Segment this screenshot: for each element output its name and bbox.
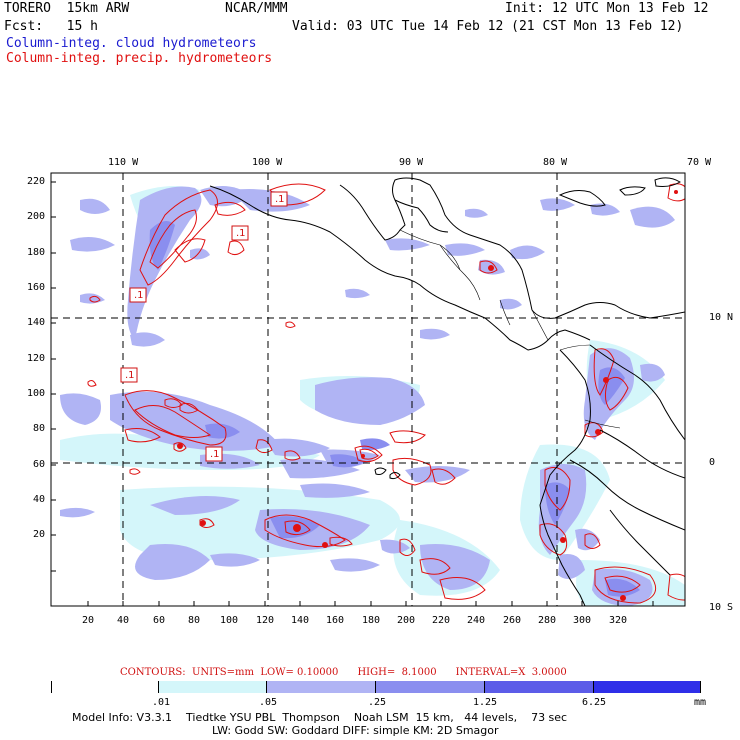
x-index-label: 40 [117, 615, 130, 626]
colorbar-label: 1.25 [473, 697, 498, 708]
y-index-label: 80 [33, 423, 46, 434]
lat-label-0: 0 [709, 457, 716, 468]
colorbar-units: mm [694, 697, 707, 708]
precip-contours [87, 183, 685, 604]
organization: NCAR/MMM [225, 1, 288, 16]
coastlines [209, 177, 685, 606]
colorbar-label: .05 [259, 697, 278, 708]
x-index-label: 280 [538, 615, 557, 626]
model-info-line2: LW: Godd SW: Goddard DIFF: simple KM: 2D… [212, 724, 499, 737]
valid-time: Valid: 03 UTC Tue 14 Feb 12 (21 CST Mon … [292, 19, 684, 34]
map-frame [50, 172, 686, 607]
y-index-label: 200 [27, 211, 46, 222]
x-index-label: 60 [153, 615, 166, 626]
x-index-label: 120 [256, 615, 275, 626]
y-index-label: 40 [33, 494, 46, 505]
colorbar-swatch-5 [594, 681, 700, 693]
colorbar-label: .25 [368, 697, 387, 708]
contour-label: .1 [134, 290, 144, 301]
tick-marks [51, 181, 654, 606]
lon-label-110w: 110 W [108, 157, 139, 168]
colorbar-label: .01 [152, 697, 171, 708]
x-index-label: 160 [326, 615, 345, 626]
colorbar-swatch-4 [485, 681, 594, 693]
x-index-label: 220 [432, 615, 451, 626]
x-index-label: 80 [188, 615, 201, 626]
lon-label-100w: 100 W [252, 157, 283, 168]
forecast-hour: Fcst: 15 h [4, 19, 98, 34]
cloud-legend-label: Column-integ. cloud hydrometeors [6, 36, 257, 51]
x-index-label: 260 [503, 615, 522, 626]
model-name: TORERO 15km ARW [4, 1, 130, 16]
y-index-label: 140 [27, 317, 46, 328]
x-index-label: 300 [573, 615, 592, 626]
x-index-label: 320 [609, 615, 628, 626]
init-time: Init: 12 UTC Mon 13 Feb 12 [505, 1, 709, 16]
colorbar-swatch-3 [376, 681, 485, 693]
contour-label-boxes [120, 191, 288, 462]
contour-label: .1 [210, 449, 220, 460]
lon-label-90w: 90 W [399, 157, 424, 168]
precip-maxima [177, 190, 678, 601]
latlon-grid [51, 173, 685, 606]
y-index-label: 20 [33, 529, 46, 540]
lon-label-80w: 80 W [543, 157, 568, 168]
y-index-label: 60 [33, 459, 46, 470]
colorbar-swatch-1 [159, 681, 267, 693]
borders [399, 229, 621, 429]
y-index-label: 180 [27, 247, 46, 258]
x-index-label: 20 [82, 615, 95, 626]
y-index-label: 160 [27, 282, 46, 293]
lon-label-70w: 70 W [687, 157, 712, 168]
precip-legend-label: Column-integ. precip. hydrometeors [6, 51, 273, 66]
model-info-line1: Model Info: V3.3.1 Tiedtke YSU PBL Thomp… [72, 711, 568, 724]
x-index-label: 140 [291, 615, 310, 626]
lat-label-10n: 10 N [709, 312, 734, 323]
colorbar-label: 6.25 [582, 697, 607, 708]
contour-label: .1 [275, 194, 285, 205]
colorbar-swatch-0 [52, 681, 159, 693]
x-index-label: 240 [467, 615, 486, 626]
contour-label: .1 [125, 370, 135, 381]
cloud-shading-medium [60, 186, 675, 606]
contour-label: .1 [236, 228, 246, 239]
x-index-label: 100 [220, 615, 239, 626]
x-index-label: 180 [362, 615, 381, 626]
y-index-label: 220 [27, 176, 46, 187]
lat-label-10s: 10 S [709, 602, 734, 613]
x-index-label: 200 [397, 615, 416, 626]
contour-info: CONTOURS: UNITS=mm LOW= 0.10000 HIGH= 8.… [120, 667, 567, 678]
colorbar-swatch-2 [267, 681, 376, 693]
y-index-label: 120 [27, 353, 46, 364]
y-index-label: 100 [27, 388, 46, 399]
